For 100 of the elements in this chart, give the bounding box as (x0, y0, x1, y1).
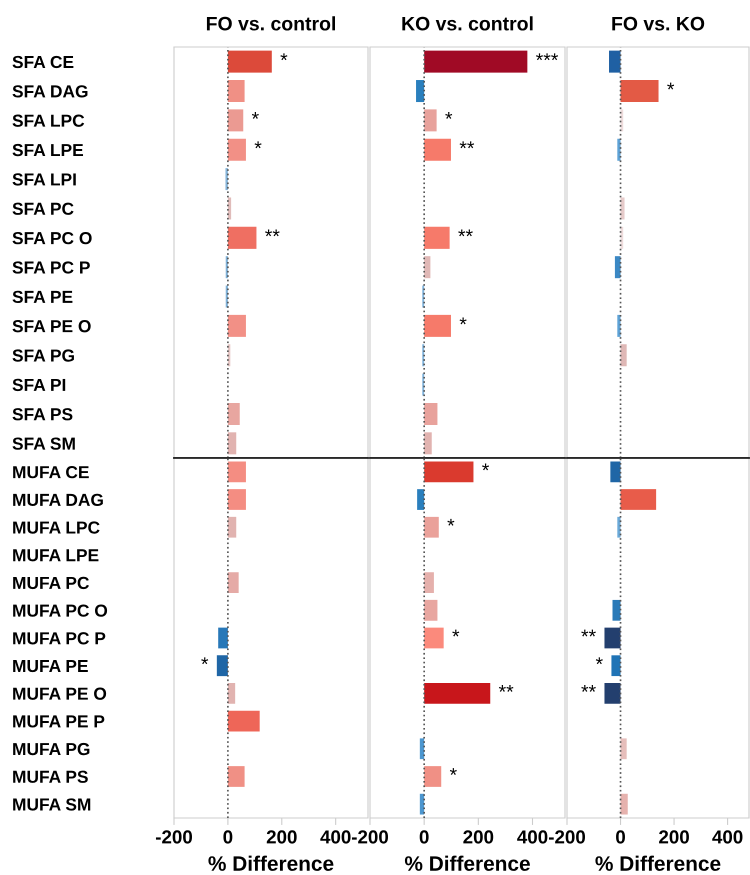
annotation: * (201, 657, 208, 664)
bar (424, 628, 444, 648)
bar (228, 489, 246, 510)
annotation: * (254, 141, 262, 148)
annotation: ** (460, 141, 474, 148)
bar (424, 683, 490, 704)
y-tick-label: MUFA PC P (13, 632, 106, 644)
bar (620, 197, 625, 220)
annotation: * (452, 630, 460, 636)
bar (424, 766, 442, 787)
bar (424, 572, 434, 593)
bar (228, 766, 245, 787)
chart-title: FO vs. KO (612, 16, 704, 31)
bar (228, 50, 272, 73)
bar (604, 683, 621, 704)
annotation: ** (458, 229, 473, 236)
chart-title: FO vs. control (206, 16, 335, 31)
bar (424, 516, 439, 538)
bar (424, 402, 438, 425)
y-tick-label: SFA CE (12, 56, 74, 68)
y-tick-label: SFA LPI (12, 173, 76, 186)
bar (228, 683, 236, 704)
annotation: ** (581, 685, 596, 692)
bar (228, 572, 239, 593)
y-tick-label: MUFA PC (13, 576, 90, 590)
bar (424, 138, 451, 161)
x-tick-label: 0 (616, 830, 625, 844)
bar (424, 109, 437, 132)
bar (612, 600, 621, 621)
bar (424, 50, 528, 73)
y-tick-label: MUFA SM (13, 798, 90, 811)
annotation: * (450, 768, 457, 775)
bar (416, 80, 424, 102)
bar (228, 432, 236, 454)
annotation: * (482, 463, 490, 470)
y-tick-label: MUFA LPC (13, 521, 100, 534)
bar (228, 109, 244, 132)
bar (424, 432, 432, 454)
bar (424, 461, 474, 482)
y-tick-label: MUFA DAG (13, 494, 103, 506)
chart-title: KO vs. control (402, 16, 533, 31)
x-tick-label: -200 (156, 830, 192, 844)
bar (218, 628, 228, 648)
y-tick-label: SFA PI (12, 378, 66, 392)
annotation: * (252, 112, 259, 119)
y-tick-label: SFA DAG (12, 85, 88, 98)
x-tick-label: 0 (223, 830, 232, 844)
x-axis-title: % Difference (208, 856, 334, 871)
y-tick-label: MUFA PS (13, 770, 88, 783)
y-tick-label: MUFA PE (13, 660, 88, 672)
bar (228, 710, 260, 732)
annotation: * (596, 657, 603, 664)
bar (228, 314, 246, 337)
bar (604, 628, 621, 648)
bar (424, 600, 438, 621)
annotation: * (667, 82, 674, 90)
bar (620, 80, 659, 102)
x-tick-label: 200 (463, 830, 494, 844)
annotation: ** (581, 630, 596, 636)
x-tick-label: 400 (320, 830, 351, 844)
bar (620, 489, 656, 510)
bar (609, 50, 621, 73)
bar (614, 256, 621, 278)
annotation: * (447, 518, 454, 526)
y-tick-label: SFA PE O (12, 320, 91, 332)
bar (620, 794, 628, 815)
y-tick-label: SFA PC (12, 202, 74, 215)
annotation: * (460, 318, 467, 324)
annotation: * (280, 53, 288, 60)
y-tick-label: SFA PC O (12, 232, 92, 244)
y-tick-label: MUFA LPE (13, 549, 98, 562)
x-tick-label: 0 (420, 830, 429, 844)
x-tick-label: 400 (712, 830, 742, 844)
y-tick-label: SFA PC P (12, 261, 90, 274)
y-tick-label: MUFA PE P (13, 715, 104, 728)
bar (424, 226, 450, 249)
y-tick-label: SFA PG (12, 349, 74, 362)
y-tick-label: MUFA PE O (13, 688, 106, 700)
bar (228, 226, 256, 249)
annotation: * (445, 112, 452, 119)
x-axis-title: % Difference (595, 856, 720, 871)
y-tick-label: MUFA PC O (13, 604, 108, 617)
bar (611, 655, 621, 676)
bar (228, 402, 240, 425)
annotation: ** (265, 229, 280, 236)
y-tick-label: SFA LPC (12, 114, 84, 127)
bar (228, 516, 236, 538)
bar (228, 461, 246, 482)
bar (228, 344, 230, 366)
bar (417, 489, 424, 510)
annotation: *** (536, 53, 558, 60)
bar (620, 738, 627, 760)
y-tick-label: MUFA PG (13, 742, 90, 756)
bar (216, 655, 228, 676)
y-tick-label: SFA PE (12, 290, 72, 303)
bar (610, 461, 621, 482)
y-tick-label: SFA PS (12, 408, 72, 420)
y-tick-label: MUFA CE (13, 466, 89, 478)
bar (620, 344, 627, 366)
y-tick-label: SFA SM (12, 437, 75, 450)
